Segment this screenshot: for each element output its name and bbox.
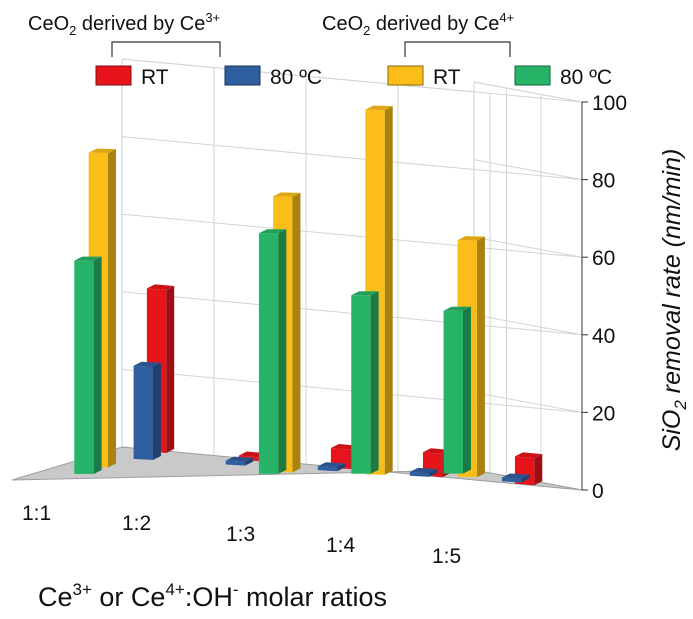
- bar: [133, 361, 161, 461]
- bar-side: [476, 236, 485, 478]
- x-axis-title: Ce3+ or Ce4+:OH- molar ratios: [38, 580, 387, 612]
- y-tick-label: 60: [592, 247, 615, 270]
- bar-front: [225, 460, 246, 466]
- x-tick-label: 1:2: [122, 512, 151, 535]
- y-tick-label: 80: [592, 170, 615, 193]
- bar-top: [225, 456, 254, 462]
- bar-top: [443, 306, 471, 311]
- legend-swatch: [224, 65, 261, 86]
- legend-swatch: [95, 65, 132, 86]
- bar-top: [502, 473, 530, 479]
- bar-side: [337, 463, 346, 472]
- y-tick-label: 100: [592, 92, 627, 115]
- bar-side: [384, 106, 393, 475]
- bar: [351, 291, 379, 474]
- bar: [502, 473, 530, 483]
- x-tick-label: 1:5: [432, 545, 461, 568]
- bar-top: [514, 452, 543, 459]
- legend-group-title: CeO2 derived by Ce3+: [28, 10, 220, 38]
- legend-label: 80 ºC: [270, 66, 322, 89]
- bar-side: [166, 286, 175, 454]
- y-axis: 0 20 40 60 80 100: [581, 92, 627, 503]
- bar-side: [152, 362, 161, 461]
- legend-item: 80 ºC: [224, 65, 322, 89]
- y-tick-label: 20: [592, 402, 615, 425]
- x-tick-label: 1:3: [226, 523, 255, 546]
- bar-side: [292, 192, 301, 473]
- y-tick-label: 0: [592, 480, 604, 503]
- legend-label: 80 ºC: [560, 66, 612, 89]
- bar-front: [133, 365, 153, 461]
- bar-front: [74, 260, 94, 475]
- bar-front: [351, 295, 371, 474]
- bar-side: [93, 256, 102, 474]
- bar-top: [133, 361, 161, 367]
- bar-top: [88, 148, 117, 154]
- legend-bracket: [404, 41, 511, 57]
- bar-top: [74, 256, 102, 261]
- legend-group-title: CeO2 derived by Ce4+: [322, 10, 514, 38]
- bar-top: [457, 236, 485, 241]
- bar: [409, 467, 438, 477]
- bar-side: [521, 474, 530, 483]
- bar-top: [422, 448, 451, 454]
- bar-top: [258, 229, 287, 234]
- y-axis-title: SiO2 removal rate (nm/min): [658, 149, 690, 452]
- legend-item: 80 ºC: [514, 65, 612, 89]
- legend-bracket: [111, 41, 221, 57]
- x-axis: 1:1 1:2 1:3 1:4 1:5: [22, 502, 461, 568]
- bar-front: [317, 466, 338, 472]
- chart-bars: [74, 105, 543, 486]
- bar-side: [429, 469, 438, 477]
- bar: [74, 256, 102, 475]
- bar-top: [146, 284, 175, 291]
- bar-top: [409, 467, 438, 474]
- bar: [317, 462, 346, 472]
- bar-top: [273, 192, 301, 197]
- bar-side: [462, 306, 471, 474]
- legend-item: RT: [95, 65, 169, 89]
- legend-item: RT: [387, 65, 461, 89]
- bar-top: [351, 291, 379, 296]
- bar-side: [245, 457, 254, 466]
- x-tick-label: 1:1: [22, 502, 51, 525]
- bar-side: [534, 454, 543, 486]
- legend-label: RT: [433, 66, 461, 89]
- bar-top: [317, 462, 346, 468]
- bar-side: [370, 291, 379, 474]
- bar: [443, 306, 471, 474]
- bar-front: [502, 477, 522, 483]
- bar-front: [258, 233, 279, 474]
- bar-top: [365, 105, 393, 111]
- bar-side: [278, 229, 287, 474]
- bar-front: [443, 310, 463, 474]
- bar: [225, 456, 254, 466]
- bar-front: [409, 471, 430, 477]
- legend-swatch: [514, 65, 551, 86]
- x-tick-label: 1:4: [326, 534, 356, 557]
- bar-side: [108, 149, 117, 468]
- legend-swatch: [387, 65, 424, 86]
- legend: CeO2 derived by Ce3+ CeO2 derived by Ce4+…: [28, 10, 612, 89]
- y-tick-label: 40: [592, 325, 615, 348]
- legend-label: RT: [141, 66, 169, 89]
- bar: [258, 229, 287, 474]
